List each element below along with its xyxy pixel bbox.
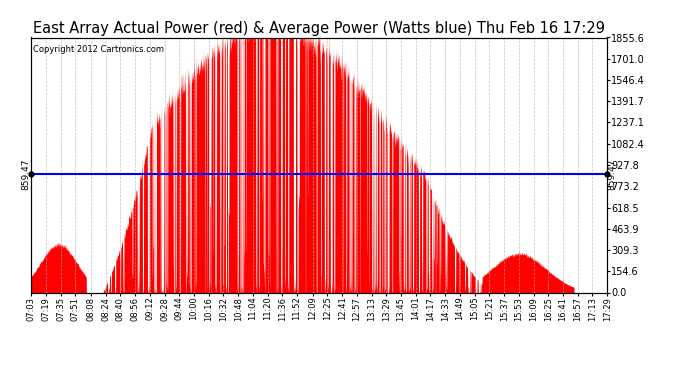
Text: 859.47: 859.47 [21,159,30,190]
Text: 859.47: 859.47 [608,159,617,190]
Title: East Array Actual Power (red) & Average Power (Watts blue) Thu Feb 16 17:29: East Array Actual Power (red) & Average … [33,21,605,36]
Text: Copyright 2012 Cartronics.com: Copyright 2012 Cartronics.com [33,45,164,54]
